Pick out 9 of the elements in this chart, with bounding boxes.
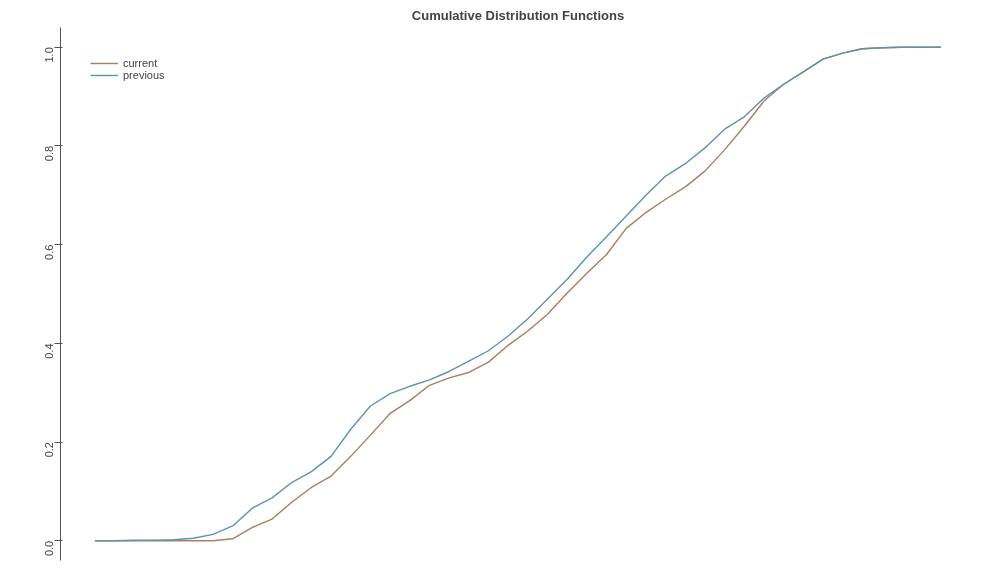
legend-label: current xyxy=(123,57,158,69)
y-tick-label: 1.0 xyxy=(43,47,56,63)
y-tick-label: 0.8 xyxy=(43,145,56,162)
y-tick-label: 0.6 xyxy=(43,244,56,260)
y-tick-label: 0.0 xyxy=(43,540,56,557)
legend-label: previous xyxy=(123,69,165,81)
chart-title: Cumulative Distribution Functions xyxy=(411,7,625,23)
y-tick-label: 0.4 xyxy=(43,343,56,359)
y-tick-label: 0.2 xyxy=(43,442,56,458)
